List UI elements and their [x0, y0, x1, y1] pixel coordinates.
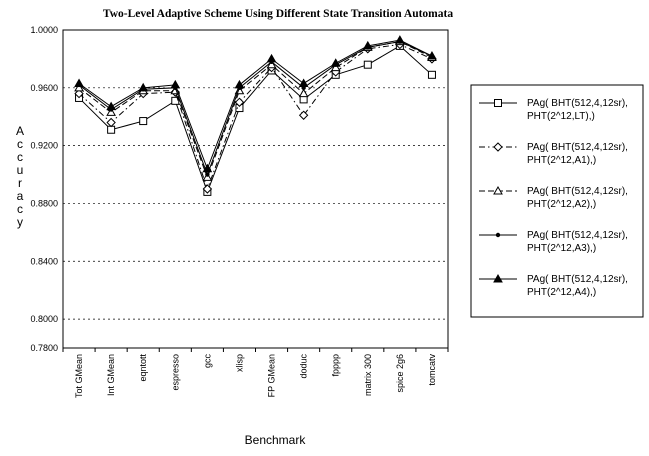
data-point	[330, 62, 341, 72]
data-point	[107, 125, 116, 134]
y-tick-label: 0.8800	[30, 198, 58, 208]
x-tick-label: xlisp	[234, 354, 244, 372]
data-point	[202, 172, 213, 181]
y-axis-title-letter: a	[17, 189, 24, 203]
data-point	[139, 117, 148, 126]
x-tick-label: tomcatv	[427, 354, 437, 386]
y-tick-label: 0.9200	[30, 141, 58, 151]
data-point	[74, 82, 84, 92]
legend-marker	[493, 185, 503, 195]
data-point	[363, 60, 372, 69]
series-5	[74, 35, 437, 173]
x-tick-label: matrix 300	[363, 354, 373, 396]
legend-entry: PAg( BHT(512,4,12sr), PHT(2^12,A3),)	[479, 230, 628, 254]
data-point	[170, 79, 181, 89]
legend-label: PAg( BHT(512,4,12sr),	[527, 274, 628, 285]
series-lines	[74, 35, 437, 196]
data-point	[395, 35, 405, 44]
data-point	[298, 78, 309, 87]
series-2	[74, 39, 437, 194]
y-axis-title-letter: c	[17, 150, 23, 164]
legend-label: PHT(2^12,A4),)	[527, 287, 596, 298]
x-tick-label: doduc	[299, 354, 309, 379]
x-tick-label: FP GMean	[267, 354, 277, 397]
y-axis-title-letter: c	[17, 137, 23, 151]
legend-label: PAg( BHT(512,4,12sr),	[527, 230, 628, 241]
data-point	[266, 59, 277, 69]
legend-label: PAg( BHT(512,4,12sr),	[527, 98, 628, 109]
series-line	[78, 41, 433, 176]
y-axis-title-letter: r	[18, 176, 22, 190]
data-point	[202, 184, 213, 194]
series-1	[75, 41, 436, 196]
x-tick-label: gcc	[202, 354, 212, 369]
x-axis-title: Benchmark	[245, 433, 307, 447]
legend-label: PHT(2^12,A1),)	[527, 155, 596, 166]
data-point	[298, 110, 309, 120]
y-tick-label: 0.9600	[30, 83, 58, 93]
data-point	[202, 163, 213, 173]
y-tick-label: 1.0000	[30, 25, 58, 35]
series-line	[78, 39, 433, 171]
data-point	[427, 51, 437, 60]
series-line	[78, 45, 433, 194]
data-point	[362, 40, 373, 50]
data-point	[234, 79, 245, 89]
x-tick-label: eqntott	[138, 354, 148, 382]
legend-label: PHT(2^12,A3),)	[527, 243, 596, 254]
y-axis-title-letter: u	[17, 163, 24, 177]
y-tick-label: 0.8000	[30, 314, 58, 324]
legend-entry: PAg( BHT(512,4,12sr), PHT(2^12,A4),)	[479, 273, 628, 298]
y-tick-label: 0.7800	[30, 343, 58, 353]
data-point	[74, 88, 84, 99]
y-axis-title-letter: A	[16, 124, 24, 138]
data-point	[106, 101, 116, 111]
series-4	[76, 39, 435, 177]
legend-marker	[493, 273, 503, 283]
y-tick-label: 0.8400	[30, 256, 58, 266]
axes	[62, 29, 449, 352]
x-tick-labels: Tot GMean Int GMean eqntott espresso gcc xlis…	[74, 354, 437, 399]
x-tick-label: espresso	[170, 354, 180, 391]
legend-entry: PAg( BHT(512,4,12sr), PHT(2^12,A1),)	[479, 142, 628, 166]
legend-label: PHT(2^12,A2),)	[527, 199, 596, 210]
legend-entry: PAg( BHT(512,4,12sr), PHT(2^12,LT),)	[479, 98, 628, 122]
y-tick-labels: 0.7800 0.8000 0.8400 0.8800 0.9200 0.9600 1.00…	[30, 25, 58, 353]
legend-marker	[493, 142, 503, 152]
chart-title: Two-Level Adaptive Scheme Using Differen…	[103, 8, 453, 20]
legend-marker	[494, 99, 502, 107]
series-line	[78, 43, 433, 191]
data-point	[74, 78, 84, 87]
legend: PAg( BHT(512,4,12sr),PHT(2^12,LT),)PAg( …	[470, 84, 644, 318]
gridlines	[63, 87, 448, 320]
data-point	[427, 70, 436, 79]
x-tick-label: Int GMean	[106, 354, 116, 396]
data-point	[106, 117, 116, 128]
x-tick-label: Tot GMean	[74, 354, 84, 398]
data-point	[266, 53, 277, 63]
data-point	[205, 172, 210, 177]
series-3	[74, 36, 437, 181]
x-tick-label: fpppp	[331, 354, 341, 377]
series-line	[78, 41, 433, 179]
legend-marker	[495, 232, 501, 238]
legend-label: PHT(2^12,LT),)	[527, 111, 595, 122]
x-tick-label: spice 2g6	[395, 354, 405, 393]
legend-label: PAg( BHT(512,4,12sr),	[527, 142, 628, 153]
legend-label: PAg( BHT(512,4,12sr),	[527, 186, 628, 197]
y-axis-title-letter: c	[17, 202, 23, 216]
y-axis-title-letter: y	[17, 215, 23, 229]
data-point	[138, 82, 149, 92]
data-point	[330, 58, 341, 67]
legend-entry: PAg( BHT(512,4,12sr), PHT(2^12,A2),)	[479, 185, 628, 210]
data-point	[298, 88, 309, 98]
data-point	[234, 97, 245, 107]
data-point	[106, 107, 116, 116]
